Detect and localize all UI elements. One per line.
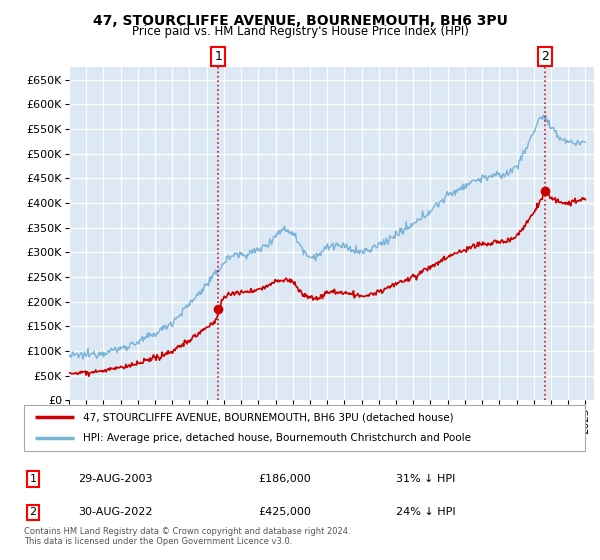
Text: 2: 2 (541, 50, 549, 63)
Text: 24% ↓ HPI: 24% ↓ HPI (396, 507, 455, 517)
Text: Price paid vs. HM Land Registry's House Price Index (HPI): Price paid vs. HM Land Registry's House … (131, 25, 469, 38)
Text: £425,000: £425,000 (258, 507, 311, 517)
Text: 47, STOURCLIFFE AVENUE, BOURNEMOUTH, BH6 3PU: 47, STOURCLIFFE AVENUE, BOURNEMOUTH, BH6… (92, 14, 508, 28)
Text: 1: 1 (214, 50, 222, 63)
Text: 31% ↓ HPI: 31% ↓ HPI (396, 474, 455, 484)
Text: £186,000: £186,000 (258, 474, 311, 484)
Text: HPI: Average price, detached house, Bournemouth Christchurch and Poole: HPI: Average price, detached house, Bour… (83, 433, 471, 444)
Text: 1: 1 (29, 474, 37, 484)
Text: 2: 2 (29, 507, 37, 517)
Text: 30-AUG-2022: 30-AUG-2022 (78, 507, 152, 517)
Text: Contains HM Land Registry data © Crown copyright and database right 2024.
This d: Contains HM Land Registry data © Crown c… (24, 526, 350, 546)
Text: 29-AUG-2003: 29-AUG-2003 (78, 474, 152, 484)
Text: 47, STOURCLIFFE AVENUE, BOURNEMOUTH, BH6 3PU (detached house): 47, STOURCLIFFE AVENUE, BOURNEMOUTH, BH6… (83, 412, 454, 422)
